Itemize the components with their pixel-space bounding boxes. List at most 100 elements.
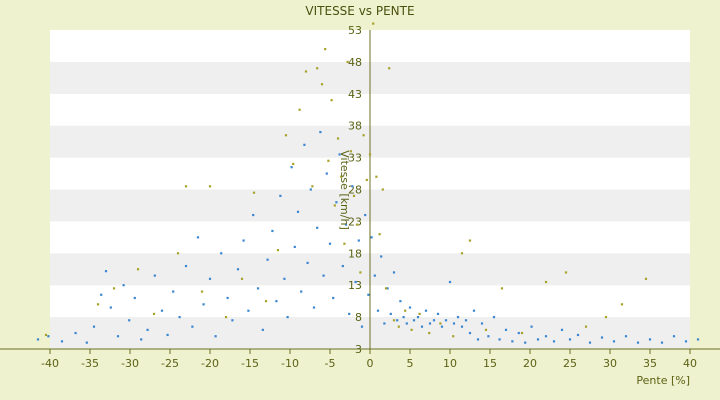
data-point bbox=[544, 280, 548, 284]
data-point bbox=[349, 150, 352, 153]
data-point bbox=[439, 322, 442, 325]
data-point bbox=[316, 67, 319, 70]
data-point bbox=[338, 153, 341, 156]
data-point bbox=[116, 335, 120, 338]
data-point bbox=[392, 271, 396, 274]
data-point bbox=[648, 338, 652, 341]
data-point bbox=[560, 328, 564, 331]
data-point bbox=[184, 264, 188, 268]
data-point bbox=[264, 300, 268, 303]
data-point bbox=[44, 333, 48, 337]
y-axis-label: Vitesse [km/h] bbox=[338, 150, 351, 230]
data-point bbox=[396, 319, 399, 322]
data-point bbox=[460, 325, 464, 328]
data-point bbox=[352, 194, 356, 197]
x-tick-label: 15 bbox=[483, 357, 497, 370]
data-point bbox=[524, 341, 527, 344]
data-point bbox=[85, 341, 88, 344]
data-point bbox=[214, 335, 217, 338]
data-point bbox=[224, 316, 228, 319]
data-point bbox=[380, 255, 383, 258]
data-point bbox=[160, 309, 164, 312]
data-point bbox=[530, 325, 533, 328]
data-point bbox=[376, 309, 380, 312]
x-tick-label: 5 bbox=[407, 357, 414, 370]
data-point bbox=[140, 338, 143, 341]
data-point bbox=[184, 185, 188, 188]
data-point bbox=[133, 296, 136, 300]
data-point bbox=[384, 287, 388, 290]
data-point bbox=[335, 201, 338, 204]
data-point bbox=[311, 185, 314, 188]
data-point bbox=[196, 236, 200, 239]
data-point bbox=[300, 290, 303, 293]
y-tick-label: 23 bbox=[348, 215, 362, 228]
y-tick-label: 18 bbox=[348, 247, 362, 260]
data-point bbox=[276, 249, 280, 252]
data-point bbox=[365, 178, 368, 182]
data-point bbox=[332, 296, 335, 300]
data-point bbox=[316, 226, 319, 229]
data-point bbox=[333, 204, 336, 207]
x-tick-label: 25 bbox=[563, 357, 577, 370]
y-tick-label: 43 bbox=[348, 88, 362, 101]
data-point bbox=[372, 22, 375, 25]
x-tick-label: -20 bbox=[201, 357, 219, 370]
data-point bbox=[343, 242, 346, 245]
x-tick-label: 20 bbox=[523, 357, 537, 370]
data-point bbox=[418, 312, 421, 316]
data-point bbox=[303, 143, 306, 146]
data-point bbox=[166, 333, 169, 337]
data-point bbox=[172, 290, 175, 293]
data-point bbox=[386, 287, 389, 290]
data-point bbox=[304, 70, 308, 73]
x-tick-label: -40 bbox=[41, 357, 59, 370]
data-point bbox=[128, 319, 131, 322]
chart-title: VITESSE vs PENTE bbox=[305, 4, 414, 18]
data-point bbox=[412, 319, 416, 322]
data-point bbox=[564, 271, 568, 274]
data-point bbox=[360, 325, 364, 328]
data-point bbox=[420, 325, 424, 328]
y-tick-label: 53 bbox=[348, 24, 362, 37]
data-point bbox=[373, 274, 376, 277]
data-point bbox=[500, 287, 504, 290]
data-point bbox=[389, 312, 392, 316]
data-point bbox=[416, 316, 420, 319]
x-tick-label: 40 bbox=[683, 357, 697, 370]
data-point bbox=[296, 210, 300, 213]
data-point bbox=[47, 335, 50, 338]
data-point bbox=[176, 252, 180, 255]
data-point bbox=[672, 335, 676, 338]
data-point bbox=[208, 185, 212, 188]
x-tick-label: -35 bbox=[81, 357, 99, 370]
data-point bbox=[536, 338, 540, 341]
data-point bbox=[600, 336, 604, 339]
data-point bbox=[588, 341, 592, 344]
data-point bbox=[498, 338, 501, 341]
data-point bbox=[464, 319, 468, 322]
y-tick-label: 48 bbox=[348, 56, 362, 69]
data-point bbox=[60, 340, 64, 343]
data-point bbox=[368, 153, 372, 156]
data-point bbox=[432, 319, 436, 322]
data-point bbox=[344, 223, 348, 226]
data-point bbox=[405, 322, 408, 325]
data-point bbox=[153, 274, 156, 277]
data-point bbox=[236, 268, 240, 271]
data-point bbox=[298, 108, 301, 111]
data-point bbox=[319, 130, 322, 134]
data-point bbox=[644, 277, 648, 280]
data-point bbox=[504, 328, 508, 331]
data-point bbox=[402, 316, 405, 319]
data-point bbox=[696, 338, 700, 341]
data-point bbox=[208, 277, 212, 280]
data-point bbox=[492, 316, 496, 319]
data-point bbox=[487, 335, 490, 338]
data-point bbox=[476, 338, 480, 341]
data-point bbox=[290, 166, 293, 169]
data-point bbox=[96, 303, 100, 306]
data-point bbox=[511, 340, 514, 343]
data-point bbox=[452, 335, 455, 338]
x-tick-label: -15 bbox=[241, 357, 259, 370]
